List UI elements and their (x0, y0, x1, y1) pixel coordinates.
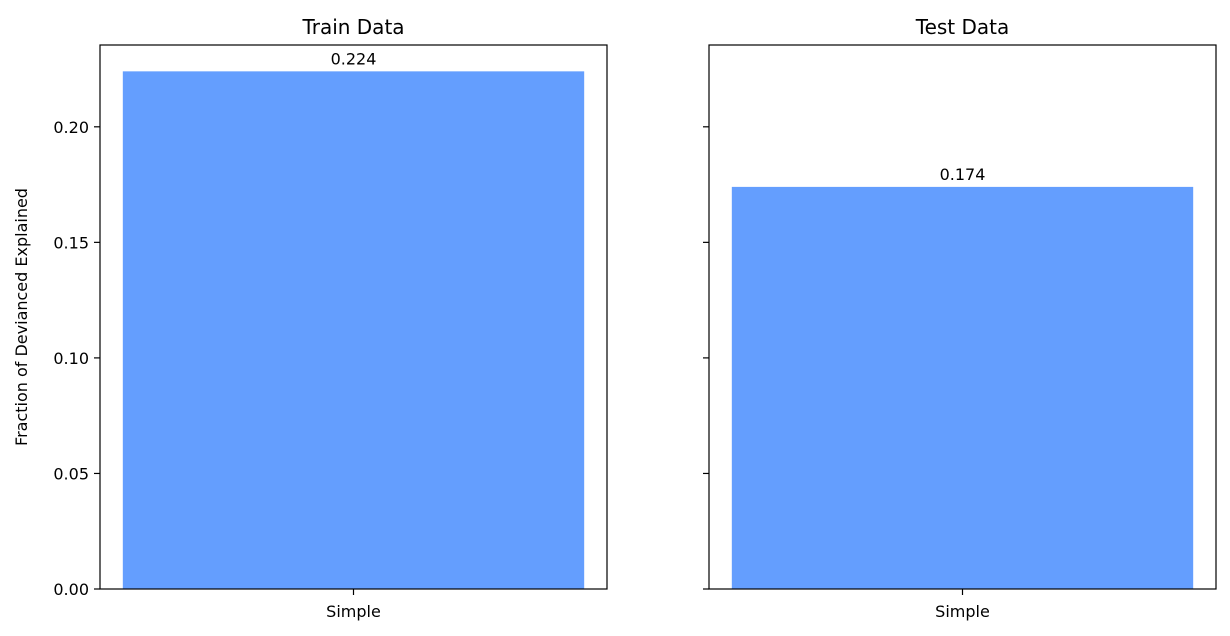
train-axes-frame (99, 44, 608, 590)
train-y-tick-label: 0.20 (53, 118, 89, 137)
test-axes-frame (708, 44, 1217, 590)
train-chart-title: Train Data (301, 15, 404, 39)
test-x-tick-label: Simple (935, 602, 990, 621)
train-bar-value-label: 0.224 (331, 49, 377, 68)
test-bar-simple (731, 186, 1194, 589)
test-data-panel: 0.174 Simple Test Data (703, 15, 1217, 621)
train-y-tick-label: 0.15 (53, 233, 89, 252)
test-chart-title: Test Data (915, 15, 1010, 39)
train-y-tick-label: 0.00 (53, 580, 89, 599)
test-bar-value-label: 0.174 (940, 165, 986, 184)
train-x-tick-label: Simple (326, 602, 381, 621)
train-y-tick-label: 0.10 (53, 349, 89, 368)
train-y-tick-label: 0.05 (53, 464, 89, 483)
train-y-axis-label: Fraction of Devianced Explained (12, 188, 31, 446)
train-data-panel: 0.224 Simple 0.00 0.05 0.10 0.15 0.20 Train Dat… (12, 15, 608, 621)
train-bar-simple (122, 71, 585, 589)
